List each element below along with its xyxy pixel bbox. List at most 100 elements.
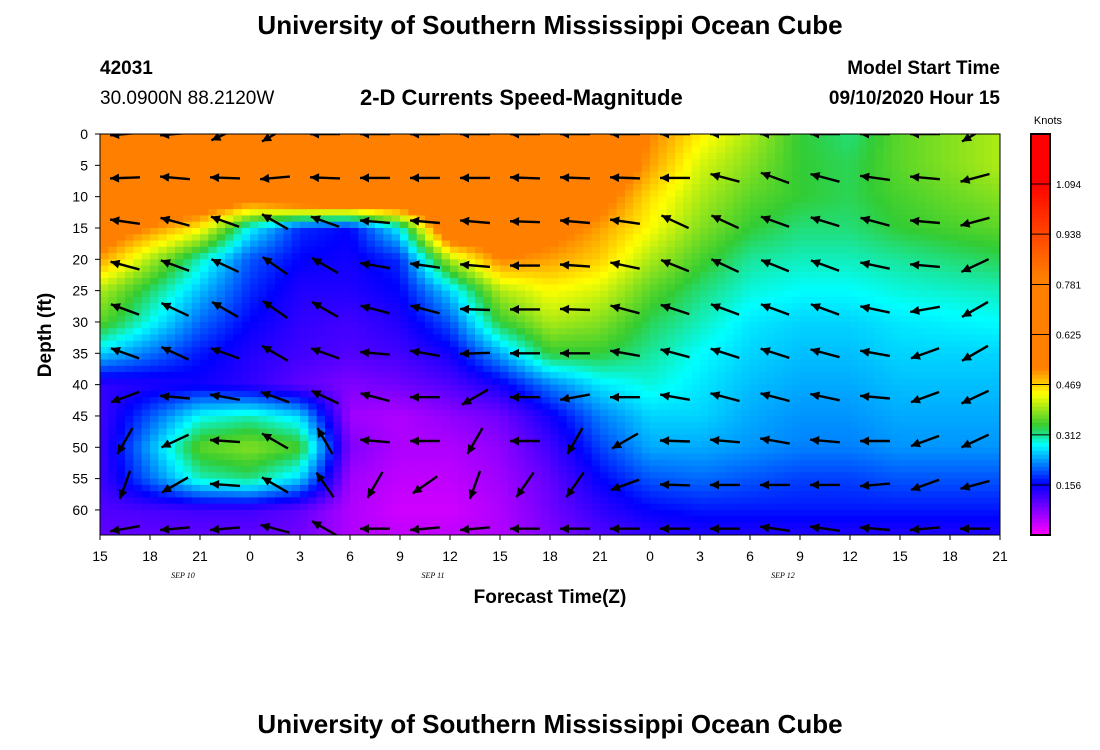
heat-cell bbox=[391, 184, 401, 191]
heat-cell bbox=[133, 215, 143, 223]
heat-cell bbox=[558, 177, 568, 185]
heat-cell bbox=[941, 334, 951, 342]
heat-cell bbox=[358, 409, 368, 417]
heat-cell bbox=[550, 196, 559, 204]
heat-cell bbox=[825, 146, 834, 154]
heat-cell bbox=[775, 397, 784, 405]
heat-cell bbox=[766, 340, 776, 348]
heat-cell bbox=[133, 196, 143, 204]
heat-cell bbox=[541, 165, 551, 173]
heat-cell bbox=[591, 359, 601, 367]
heat-cell bbox=[350, 347, 359, 354]
heat-cell bbox=[541, 265, 551, 273]
heat-cell bbox=[300, 202, 309, 210]
heat-cell bbox=[366, 246, 376, 254]
heat-cell bbox=[966, 227, 976, 235]
heat-cell bbox=[325, 347, 334, 354]
heat-cell bbox=[341, 227, 351, 235]
heat-cell bbox=[258, 303, 268, 311]
heat-cell bbox=[108, 365, 118, 373]
heat-cell bbox=[666, 309, 676, 317]
heat-cell bbox=[391, 359, 401, 367]
heat-cell bbox=[700, 271, 709, 279]
heat-cell bbox=[741, 253, 751, 260]
heat-cell bbox=[725, 359, 734, 367]
heat-cell bbox=[308, 296, 318, 304]
heat-cell bbox=[300, 215, 309, 223]
heat-cell bbox=[416, 278, 426, 285]
heat-cell bbox=[358, 152, 368, 160]
heat-cell bbox=[400, 265, 409, 273]
heat-cell bbox=[733, 415, 743, 423]
heat-cell bbox=[450, 271, 459, 279]
heat-cell bbox=[816, 378, 826, 386]
heat-cell bbox=[141, 403, 151, 411]
heat-cell bbox=[458, 334, 468, 342]
heat-cell bbox=[841, 378, 851, 386]
heat-cell bbox=[125, 265, 134, 273]
heat-cell bbox=[925, 221, 934, 229]
heat-cell bbox=[125, 321, 134, 329]
heat-cell bbox=[133, 328, 143, 336]
heat-cell bbox=[466, 184, 476, 191]
heat-cell bbox=[616, 202, 626, 210]
heat-cell bbox=[358, 340, 368, 348]
heat-cell bbox=[991, 246, 1000, 254]
heat-cell bbox=[400, 384, 409, 392]
heat-cell bbox=[391, 227, 401, 235]
heat-cell bbox=[100, 315, 109, 323]
heat-cell bbox=[583, 215, 593, 223]
heat-cell bbox=[575, 134, 584, 141]
heat-cell bbox=[158, 334, 168, 342]
heat-cell bbox=[583, 184, 593, 191]
heat-cell bbox=[625, 271, 634, 279]
heat-cell bbox=[266, 415, 276, 423]
heat-cell bbox=[825, 202, 834, 210]
heat-cell bbox=[141, 196, 151, 204]
heat-cell bbox=[983, 209, 993, 217]
heat-cell bbox=[341, 415, 351, 423]
heat-cell bbox=[508, 134, 518, 141]
heat-cell bbox=[375, 278, 384, 285]
heat-cell bbox=[408, 390, 418, 398]
heat-cell bbox=[716, 390, 726, 398]
heat-cell bbox=[425, 384, 434, 392]
heat-cell bbox=[500, 303, 509, 311]
heat-cell bbox=[941, 227, 951, 235]
heat-cell bbox=[308, 321, 318, 329]
heat-cell bbox=[383, 177, 393, 185]
heat-cell bbox=[708, 184, 718, 191]
heat-cell bbox=[433, 196, 443, 204]
heat-cell bbox=[533, 171, 543, 179]
heat-cell bbox=[475, 184, 484, 191]
heat-cell bbox=[358, 328, 368, 336]
heat-cell bbox=[133, 209, 143, 217]
heat-cell bbox=[941, 177, 951, 185]
heat-cell bbox=[891, 347, 901, 354]
heat-cell bbox=[491, 196, 501, 204]
heat-cell bbox=[450, 303, 459, 311]
heat-cell bbox=[816, 184, 826, 191]
heat-cell bbox=[433, 397, 443, 405]
heat-cell bbox=[525, 196, 534, 204]
heat-cell bbox=[466, 315, 476, 323]
heat-cell bbox=[175, 284, 184, 292]
heat-cell bbox=[150, 378, 159, 386]
heat-cell bbox=[491, 334, 501, 342]
heat-cell bbox=[108, 221, 118, 229]
heat-cell bbox=[325, 340, 334, 348]
heat-cell bbox=[716, 265, 726, 273]
heat-cell bbox=[358, 190, 368, 198]
heat-cell bbox=[458, 303, 468, 311]
heat-cell bbox=[425, 171, 434, 179]
heat-cell bbox=[608, 209, 618, 217]
heat-cell bbox=[250, 190, 259, 198]
heat-cell bbox=[116, 265, 126, 273]
heat-cell bbox=[933, 403, 943, 411]
heat-cell bbox=[750, 353, 759, 361]
heat-cell bbox=[166, 159, 176, 166]
heat-cell bbox=[725, 246, 734, 254]
heat-cell bbox=[891, 140, 901, 148]
heat-cell bbox=[658, 284, 668, 292]
heat-cell bbox=[300, 328, 309, 336]
